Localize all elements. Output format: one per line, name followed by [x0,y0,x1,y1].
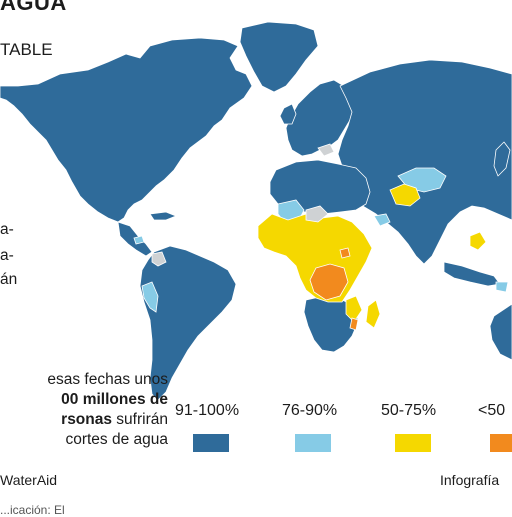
map-region-indonesia [443,261,501,287]
map-region-europe [285,79,357,157]
legend-swatch-under-50 [490,434,512,452]
map-region-png [495,281,509,293]
credit-label: Infografía [440,472,500,488]
legend-label-50-75: 50-75% [381,402,437,419]
note-line-2: 00 millones de [61,391,168,408]
map-title: AGUA [0,0,67,15]
legend-label-under-50: <50 [478,402,506,419]
side-text-line-3: án [0,271,18,288]
note-line-3-bold: rsonas [61,411,112,428]
map-region-drc [309,263,349,301]
map-region-cambodia [469,231,487,251]
map-region-andes [141,281,159,313]
map-region-yemen [373,213,391,227]
legend-swatch-50-75 [395,434,431,452]
map-region-no-data-1 [317,143,335,157]
legend-swatch-76-90 [295,434,331,452]
note-line-4: cortes de agua [65,431,168,448]
map-region-greenland [239,21,319,93]
map-region-south-america [139,245,237,401]
map-region-australia [489,303,512,361]
side-text-line-1: a- [0,221,14,238]
map-region-no-data-2 [305,205,329,223]
map-region-caribbean [149,211,177,221]
map-region-north-america [0,37,253,223]
map-region-afghanistan [389,183,421,207]
map-region-no-data-3 [151,251,167,267]
footer-fragment: ...icación: El [0,503,65,517]
map-region-uganda [339,247,351,259]
map-region-japan [493,141,511,177]
source-label: WaterAid [0,472,58,488]
map-region-mozambique-north [349,317,359,331]
note-line-3-rest: sufrirán [112,411,168,428]
map-region-uk [279,103,297,125]
map-region-mozambique [345,295,363,323]
side-text-line-2: a- [0,247,14,264]
map-region-caribbean-light [133,235,145,245]
note-line-1: esas fechas unos [47,371,168,388]
map-subtitle: TABLE [0,40,53,59]
map-region-madagascar [365,299,381,329]
legend-label-91-100: 91-100% [175,402,240,419]
legend-swatch-91-100 [193,434,229,452]
map-region-asia [337,59,512,265]
legend-label-76-90: 76-90% [282,402,338,419]
note-text: esas fechas unos 00 millones de rsonas s… [0,370,168,450]
